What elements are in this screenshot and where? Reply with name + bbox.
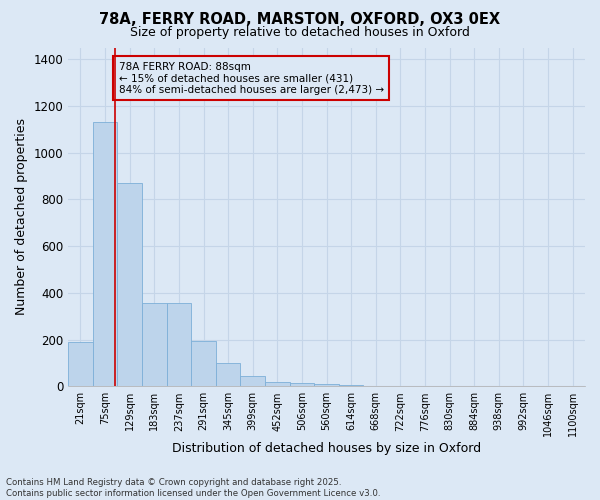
Bar [216,363,241,386]
Bar [314,384,339,386]
Text: Contains HM Land Registry data © Crown copyright and database right 2025.
Contai: Contains HM Land Registry data © Crown c… [6,478,380,498]
Bar [142,304,167,386]
Bar [68,342,93,386]
Bar [191,341,216,386]
Text: 78A, FERRY ROAD, MARSTON, OXFORD, OX3 0EX: 78A, FERRY ROAD, MARSTON, OXFORD, OX3 0E… [100,12,500,28]
X-axis label: Distribution of detached houses by size in Oxford: Distribution of detached houses by size … [172,442,481,455]
Bar [93,122,118,386]
Bar [241,376,265,386]
Bar [290,383,314,386]
Text: 78A FERRY ROAD: 88sqm
← 15% of detached houses are smaller (431)
84% of semi-det: 78A FERRY ROAD: 88sqm ← 15% of detached … [119,62,384,94]
Bar [167,304,191,386]
Bar [265,382,290,386]
Bar [118,183,142,386]
Bar [339,385,364,386]
Y-axis label: Number of detached properties: Number of detached properties [15,118,28,316]
Text: Size of property relative to detached houses in Oxford: Size of property relative to detached ho… [130,26,470,39]
